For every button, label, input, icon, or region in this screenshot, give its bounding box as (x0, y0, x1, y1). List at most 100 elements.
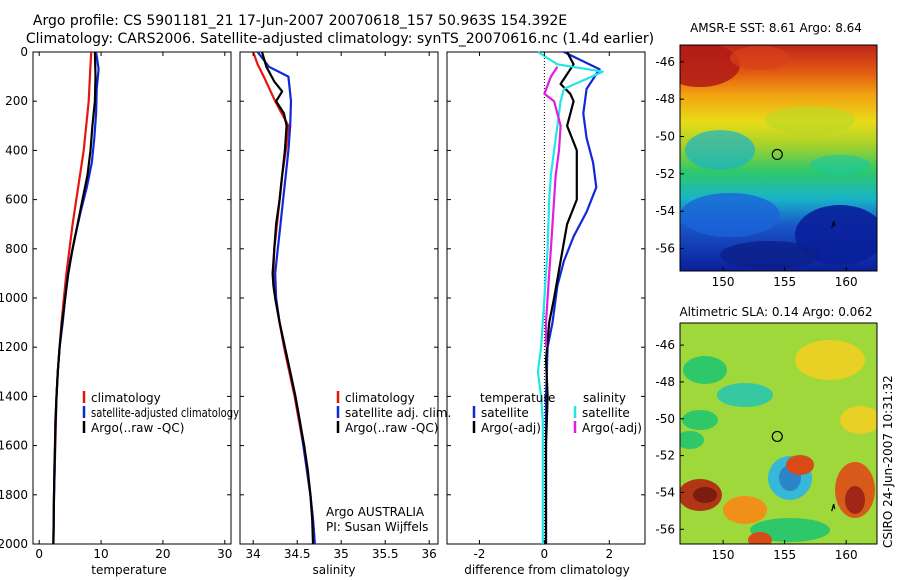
credit-argo-australia: Argo AUSTRALIA (326, 505, 425, 519)
difference-series-salinity-satellite (536, 51, 604, 544)
difference-axis-label: difference from climatology (464, 563, 630, 577)
depth-tick-label: 200 (5, 94, 28, 108)
sla-lat-tick-label: -50 (655, 412, 675, 426)
sst-lat-tick-label: -52 (655, 167, 675, 181)
sla-patch (845, 486, 865, 514)
temperature-xtick-label: 10 (93, 547, 108, 561)
temperature-panel (32, 51, 232, 545)
depth-tick-label: 1400 (0, 389, 28, 403)
sla-lat-tick-label: -52 (655, 449, 675, 463)
depth-tick-label: 1800 (0, 488, 28, 502)
credit-csiro-timestamp: CSIRO 24-Jun-2007 10:31:32 (881, 375, 895, 548)
temperature-series-argo-raw-qc- (52, 51, 97, 545)
sst-lat-tick-label: -56 (655, 242, 675, 256)
sla-lon-tick-label: 150 (712, 548, 735, 562)
depth-tick-label: 1000 (0, 291, 28, 305)
salinity-xtick-label: 36 (422, 547, 437, 561)
sla-lat-tick-label: -56 (655, 522, 675, 536)
legend-label-satellite: satellite adj. clim. (345, 406, 451, 420)
credit-pi: PI: Susan Wijffels (326, 520, 428, 534)
sla-patch (693, 487, 717, 503)
salinity-panel (239, 51, 439, 545)
sla-patch (786, 455, 814, 475)
sla-patch (795, 340, 865, 380)
legend-label-satellite: satellite-adjusted climatology (91, 406, 239, 420)
sst-lon-tick-label: 160 (835, 275, 858, 289)
depth-tick-label: 600 (5, 193, 28, 207)
sla-patch (748, 532, 772, 544)
sst-cold-patch (720, 241, 820, 269)
salinity-series-argo-raw-qc- (260, 51, 315, 545)
sla-track-mark (831, 504, 836, 512)
difference-series-temperature-argo-adj- (544, 51, 578, 544)
sst-green-patch (765, 106, 855, 134)
sst-cyan-patch (810, 155, 870, 175)
legend-header-temperature: temperature (480, 391, 555, 405)
sst-track-mark (831, 221, 836, 229)
depth-tick-label: 1600 (0, 439, 28, 453)
sla-patch (840, 406, 877, 434)
salinity-xtick-label: 35.5 (372, 547, 399, 561)
difference-series-salinity-argo-adj- (543, 66, 562, 348)
sla-map (680, 323, 877, 544)
difference-xtick-label: -2 (473, 547, 485, 561)
legend-label-temp-satellite: satellite (481, 406, 529, 420)
sla-float-location-marker (771, 430, 783, 443)
salinity-xtick-label: 34 (246, 547, 261, 561)
temperature-axis-label: temperature (91, 563, 166, 577)
legend-label-climatology: climatology (345, 391, 415, 405)
sst-float-location-marker (771, 148, 783, 161)
legend-label-climatology: climatology (91, 391, 161, 405)
difference-legend: temperature salinity satellite Argo(-adj… (472, 391, 642, 435)
salinity-xtick-label: 35 (334, 547, 349, 561)
legend-label-sal-satellite: satellite (582, 406, 630, 420)
sst-map-frame (679, 44, 878, 272)
salinity-xtick-label: 34.5 (284, 547, 311, 561)
sla-patch (683, 356, 727, 384)
sla-patch (680, 431, 704, 449)
depth-tick-label: 400 (5, 143, 28, 157)
sla-patch (717, 383, 773, 407)
legend-label-argo: Argo(..raw -QC) (91, 421, 184, 435)
difference-xtick-label: 2 (605, 547, 613, 561)
sla-lat-tick-label: -54 (655, 485, 675, 499)
temperature-xtick-label: 30 (217, 547, 232, 561)
depth-tick-label: 1200 (0, 340, 28, 354)
sla-lon-tick-label: 160 (835, 548, 858, 562)
legend-label-argo: Argo(..raw -QC) (345, 421, 438, 435)
temperature-xtick-label: 0 (35, 547, 43, 561)
temperature-legend: climatology satellite-adjusted climatolo… (82, 391, 239, 435)
sst-lon-tick-label: 150 (712, 275, 735, 289)
legend-label-temp-argo: Argo(-adj) (481, 421, 541, 435)
sst-warm-patch (730, 46, 790, 70)
sst-lon-tick-label: 155 (773, 275, 796, 289)
header-line-1: Argo profile: CS 5901181_21 17-Jun-2007 … (33, 13, 567, 29)
sst-map-title: AMSR-E SST: 8.61 Argo: 8.64 (690, 21, 862, 35)
sst-cold-patch (680, 193, 780, 237)
sla-lon-tick-label: 155 (773, 548, 796, 562)
sla-map-title: Altimetric SLA: 0.14 Argo: 0.062 (679, 305, 872, 319)
sla-patch (682, 410, 718, 430)
depth-tick-label: 800 (5, 242, 28, 256)
temperature-xtick-label: 20 (155, 547, 170, 561)
sst-cyan-patch (685, 130, 755, 170)
salinity-axis-label: salinity (312, 563, 355, 577)
sst-lat-tick-label: -48 (655, 92, 675, 106)
difference-xtick-label: 0 (541, 547, 549, 561)
depth-tick-label: 2000 (0, 537, 28, 551)
sla-lat-tick-label: -46 (655, 338, 675, 352)
sst-warm-patch (680, 45, 740, 87)
sst-map (680, 45, 877, 271)
sst-lat-tick-label: -50 (655, 130, 675, 144)
legend-header-salinity: salinity (583, 391, 626, 405)
sla-lat-tick-label: -48 (655, 375, 675, 389)
sla-map-frame (679, 322, 878, 545)
header-line-2: Climatology: CARS2006. Satellite-adjuste… (26, 31, 654, 47)
legend-label-sal-argo: Argo(-adj) (582, 421, 642, 435)
sst-lat-tick-label: -46 (655, 55, 675, 69)
salinity-legend: climatology satellite adj. clim. Argo(..… (336, 391, 451, 435)
sst-lat-tick-label: -54 (655, 204, 675, 218)
sla-patch (723, 496, 767, 524)
depth-tick-label: 0 (20, 45, 28, 59)
